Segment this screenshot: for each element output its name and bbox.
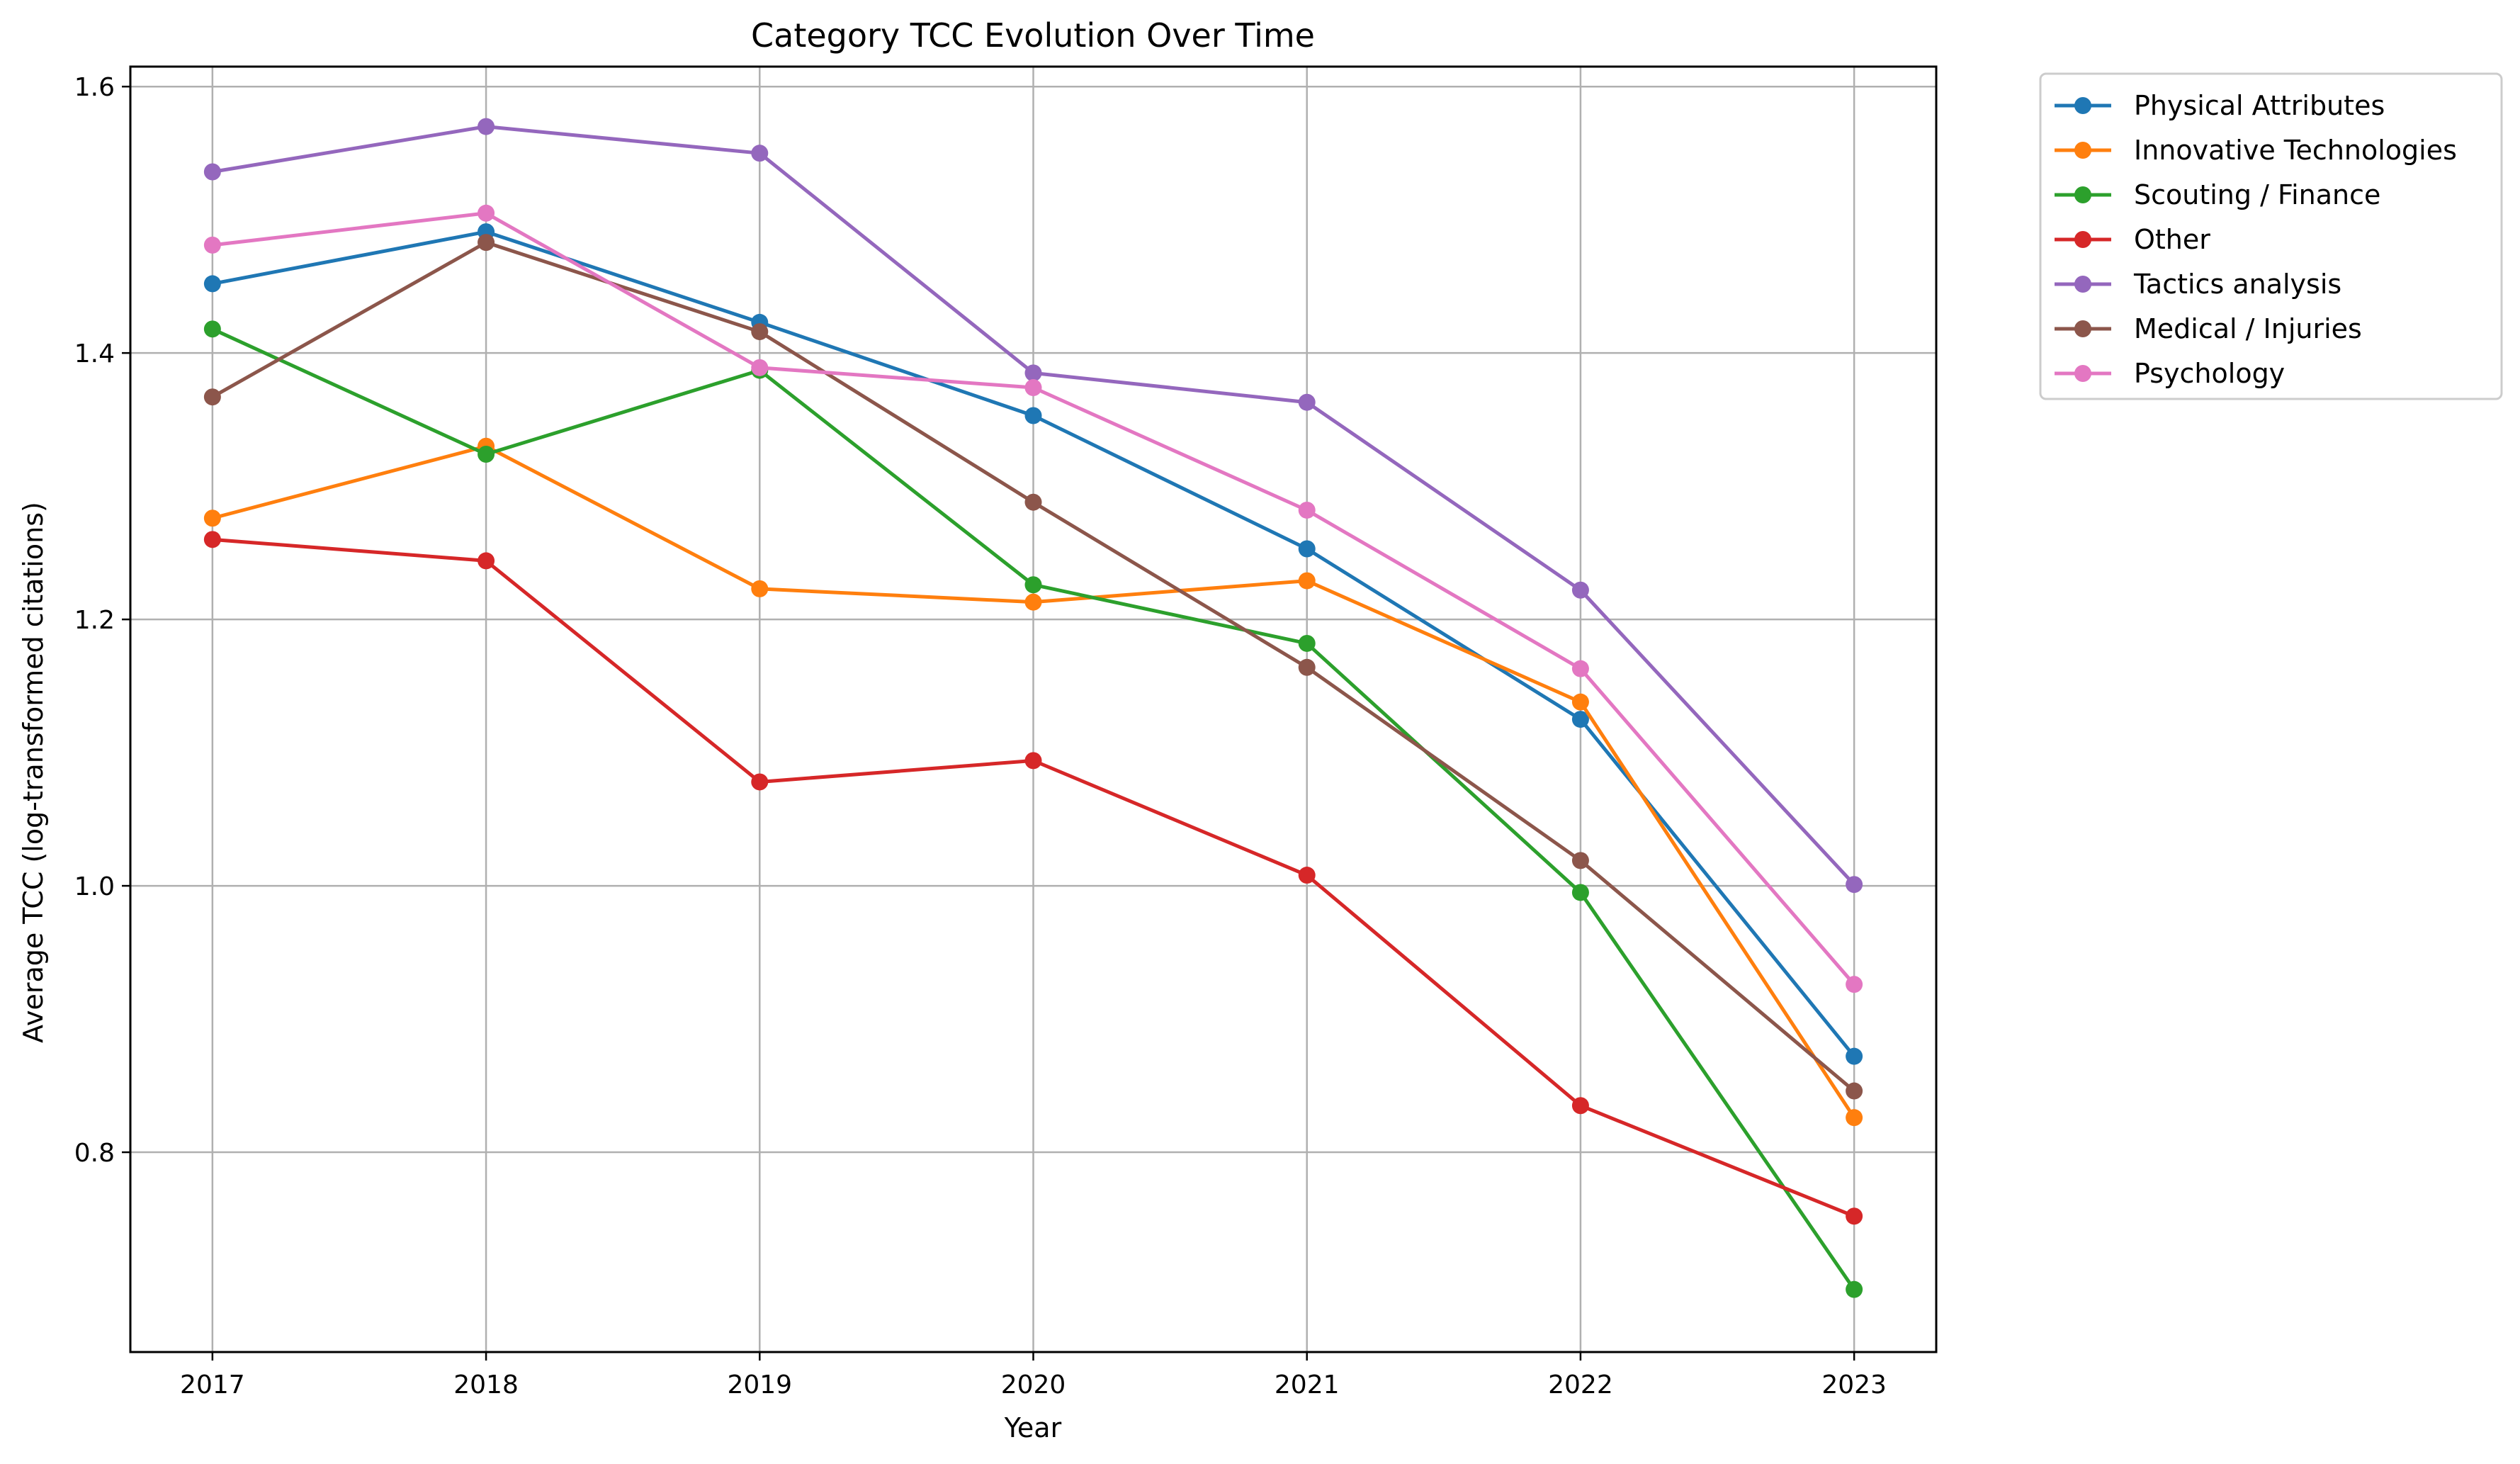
- data-point: [1298, 658, 1316, 676]
- legend-item: Psychology: [2055, 358, 2285, 389]
- data-point: [1846, 1207, 1863, 1225]
- legend-swatch-marker: [2074, 320, 2091, 337]
- axis-ticks: 2017 2018 2019 2020 2021 2022 2023 0.8 1.0 1.2 1.4…: [74, 73, 1887, 1400]
- x-tick-label: 2019: [727, 1370, 792, 1400]
- legend-label: Other: [2134, 224, 2210, 255]
- series-group: [203, 204, 1863, 993]
- data-point: [1298, 867, 1316, 884]
- legend-box: [2039, 72, 2503, 400]
- data-point: [1571, 693, 1589, 711]
- legend-swatch-marker: [2074, 231, 2091, 248]
- data-point: [751, 580, 769, 597]
- data-point: [1024, 364, 1042, 382]
- legend-label: Scouting / Finance: [2134, 179, 2380, 210]
- data-point: [478, 118, 495, 135]
- data-point: [1571, 852, 1589, 869]
- data-point: [1846, 1082, 1863, 1100]
- data-point: [1298, 393, 1316, 411]
- legend-item: Innovative Technologies: [2055, 135, 2457, 166]
- grid-lines: [130, 67, 1936, 1352]
- data-point: [751, 773, 769, 791]
- data-point: [203, 320, 221, 338]
- data-point: [203, 388, 221, 406]
- y-tick-label: 1.6: [74, 73, 115, 102]
- legend-item: Scouting / Finance: [2055, 179, 2380, 210]
- data-point: [478, 234, 495, 252]
- series-group: [203, 223, 1863, 1065]
- x-tick-label: 2017: [180, 1370, 245, 1400]
- data-point: [751, 359, 769, 376]
- legend-item: Medical / Injuries: [2055, 313, 2362, 344]
- plot-frame: [129, 65, 1938, 1353]
- legend-label: Physical Attributes: [2134, 90, 2385, 121]
- legend-swatch-marker: [2074, 365, 2091, 382]
- y-axis-label: Average TCC (log-transformed citations): [18, 502, 49, 1043]
- data-point: [1298, 634, 1316, 652]
- x-tick-label: 2018: [453, 1370, 519, 1400]
- data-point: [1024, 576, 1042, 594]
- data-point: [203, 509, 221, 527]
- legend-label: Medical / Injuries: [2134, 313, 2362, 344]
- legend-swatch-marker: [2074, 276, 2091, 293]
- data-point: [478, 204, 495, 222]
- legend-label: Tactics analysis: [2133, 269, 2341, 300]
- series-group: [203, 531, 1863, 1225]
- data-point: [1024, 379, 1042, 397]
- y-tick-label: 1.0: [74, 872, 115, 901]
- legend-label: Innovative Technologies: [2134, 135, 2457, 166]
- series-group: [203, 234, 1863, 1100]
- data-point: [203, 163, 221, 181]
- x-tick-label: 2021: [1275, 1370, 1340, 1400]
- data-point: [1846, 1280, 1863, 1298]
- data-point: [1846, 976, 1863, 993]
- series-group: [203, 118, 1863, 894]
- data-point: [1298, 501, 1316, 519]
- data-point: [203, 531, 221, 548]
- legend-item: Other: [2055, 224, 2210, 255]
- data-point: [1846, 1109, 1863, 1127]
- chart-title: Category TCC Evolution Over Time: [751, 16, 1315, 55]
- series-lines: [203, 118, 1863, 1298]
- data-point: [1571, 711, 1589, 728]
- data-point: [751, 145, 769, 162]
- data-point: [1024, 493, 1042, 511]
- data-point: [1024, 593, 1042, 611]
- legend-swatch-marker: [2074, 142, 2091, 159]
- legend-swatch-marker: [2074, 186, 2091, 203]
- x-tick-label: 2023: [1821, 1370, 1887, 1400]
- data-point: [478, 446, 495, 463]
- legend: Physical Attributes Innovative Technologi…: [2039, 72, 2503, 400]
- data-point: [1571, 581, 1589, 599]
- legend-swatch-marker: [2074, 97, 2091, 114]
- data-point: [1024, 407, 1042, 424]
- data-point: [1298, 572, 1316, 590]
- legend-item: Physical Attributes: [2055, 90, 2385, 121]
- data-point: [751, 323, 769, 341]
- data-point: [1024, 752, 1042, 770]
- y-tick-label: 0.8: [74, 1139, 115, 1168]
- data-point: [203, 275, 221, 293]
- legend-label: Psychology: [2134, 358, 2285, 389]
- data-point: [1571, 884, 1589, 901]
- legend-item: Tactics analysis: [2055, 269, 2341, 300]
- data-point: [1571, 1097, 1589, 1115]
- x-tick-label: 2022: [1548, 1370, 1613, 1400]
- data-point: [1298, 540, 1316, 558]
- data-point: [1846, 876, 1863, 894]
- y-tick-label: 1.2: [74, 606, 115, 635]
- x-axis-label: Year: [1004, 1412, 1062, 1443]
- y-tick-label: 1.4: [74, 339, 115, 368]
- data-point: [203, 236, 221, 254]
- data-point: [478, 552, 495, 570]
- data-point: [1571, 660, 1589, 677]
- x-tick-label: 2020: [1001, 1370, 1066, 1400]
- data-point: [1846, 1047, 1863, 1065]
